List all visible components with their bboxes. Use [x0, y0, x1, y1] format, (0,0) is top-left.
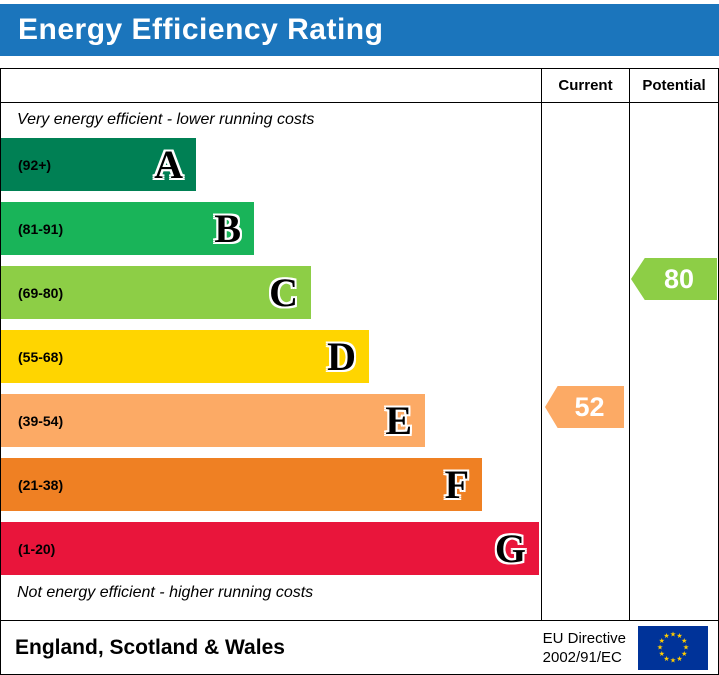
eu-directive-line2: 2002/91/EC [542, 649, 622, 666]
band-range-label: (55-68) [18, 348, 64, 365]
band-f: (21-38) F [1, 458, 482, 511]
band-c: (69-80) C [1, 266, 311, 319]
svg-text:★: ★ [663, 632, 669, 640]
band-letter: C [269, 270, 298, 315]
band-letter: B [214, 206, 241, 251]
current-rating-arrow: 52 [545, 386, 624, 428]
potential-rating-arrow: 80 [631, 258, 717, 300]
eu-directive-label: EU Directive 2002/91/EC [543, 629, 626, 667]
band-letter: E [385, 398, 412, 443]
svg-text:★: ★ [657, 644, 663, 652]
band-range-label: (92+) [18, 156, 52, 173]
eu-flag-icon: ★ ★ ★ ★ ★ ★ ★ ★ ★ ★ ★ ★ [638, 626, 708, 670]
column-header-current: Current [558, 77, 613, 94]
svg-text:★: ★ [670, 631, 676, 639]
band-d: (55-68) D [1, 330, 369, 383]
band-g: (1-20) G [1, 522, 539, 575]
svg-text:★: ★ [659, 650, 665, 658]
note-not-efficient: Not energy efficient - higher running co… [17, 584, 314, 601]
band-letter: A [154, 142, 183, 187]
band-range-label: (69-80) [18, 284, 64, 301]
svg-text:★: ★ [676, 632, 682, 640]
svg-text:★: ★ [670, 657, 676, 665]
current-column-divider [541, 69, 542, 620]
band-range-label: (81-91) [18, 220, 64, 237]
svg-text:★: ★ [663, 655, 669, 663]
band-letter: G [494, 526, 526, 571]
band-b: (81-91) B [1, 202, 254, 255]
band-range-label: (1-20) [18, 540, 56, 557]
band-range-label: (39-54) [18, 412, 64, 429]
header-divider-line [1, 102, 718, 103]
svg-text:★: ★ [681, 650, 687, 658]
column-header-potential: Potential [642, 77, 706, 94]
footer-bar: England, Scotland & Wales EU Directive 2… [0, 620, 719, 675]
page-title: Energy Efficiency Rating [18, 13, 384, 46]
svg-text:★: ★ [681, 637, 687, 645]
eu-directive-line1: EU Directive [542, 630, 626, 647]
rating-chart: Current Potential Very energy efficient … [0, 68, 719, 620]
band-a: (92+) A [1, 138, 196, 191]
svg-text:★: ★ [676, 655, 682, 663]
band-range-label: (21-38) [18, 476, 64, 493]
footer-region-label: England, Scotland & Wales [15, 636, 285, 659]
band-letter: F [444, 462, 469, 507]
note-very-efficient: Very energy efficient - lower running co… [17, 111, 315, 128]
band-e: (39-54) E [1, 394, 425, 447]
title-bar: Energy Efficiency Rating [0, 4, 719, 56]
potential-column-divider [629, 69, 630, 620]
band-letter: D [327, 334, 356, 379]
svg-text:★: ★ [683, 644, 689, 652]
svg-text:★: ★ [659, 637, 665, 645]
